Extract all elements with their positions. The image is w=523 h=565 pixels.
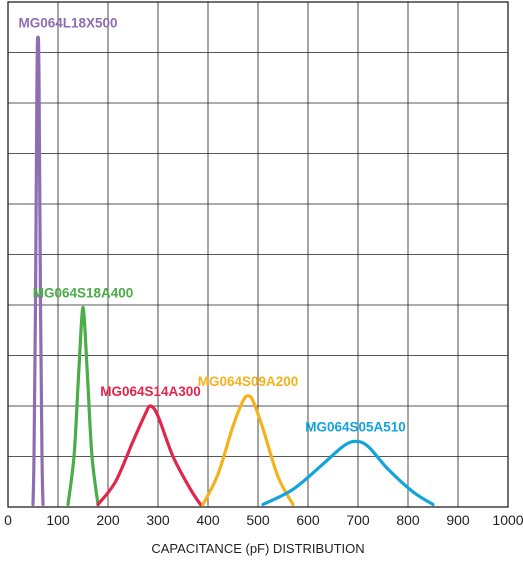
x-tick-label: 400 (196, 512, 220, 528)
series-line-mg064s14a300 (96, 404, 203, 507)
series-line-mg064s09a200 (201, 394, 295, 507)
series-labels: MG064L18X500MG064S18A400MG064S14A300MG06… (18, 15, 405, 434)
x-tick-label: 700 (346, 512, 370, 528)
x-tick-label: 100 (46, 512, 70, 528)
x-tick-label: 800 (396, 512, 420, 528)
grid (8, 2, 508, 507)
x-tick-label: 300 (146, 512, 170, 528)
series-label: MG064L18X500 (18, 15, 117, 30)
series-label: MG064S18A400 (33, 286, 134, 301)
x-tick-label: 900 (446, 512, 470, 528)
x-tick-label: 600 (296, 512, 320, 528)
x-tick-label: 1000 (492, 512, 523, 528)
x-tick-labels: 0 100 200 300 400 500 600 700 800 900 1000 (4, 512, 523, 528)
series-label: MG064S14A300 (100, 384, 201, 399)
x-tick-label: 200 (96, 512, 120, 528)
x-axis-label: CAPACITANCE (pF) DISTRIBUTION (151, 541, 364, 556)
series-label: MG064S05A510 (305, 419, 406, 434)
series-label: MG064S09A200 (198, 374, 299, 389)
x-tick-label: 500 (246, 512, 270, 528)
x-tick-label: 0 (4, 512, 12, 528)
plot-frame (7, 1, 509, 508)
series-line-mg064s18a400 (66, 305, 100, 507)
series-line-mg064l18x500 (31, 35, 45, 507)
series-group (31, 35, 435, 507)
series-line-mg064s05a510 (261, 439, 435, 507)
